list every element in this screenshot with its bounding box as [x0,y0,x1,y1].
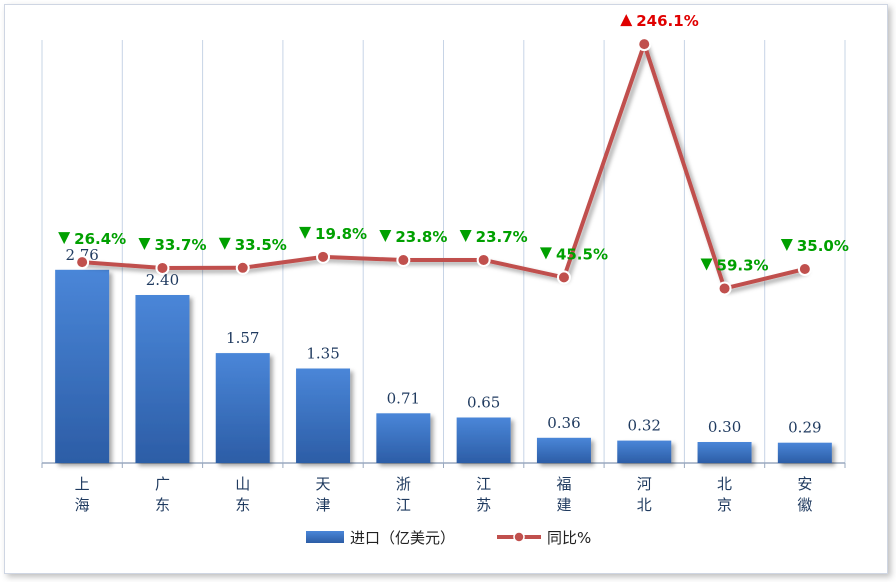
bar[interactable] [536,437,591,463]
category-label: 江 [476,475,491,493]
bar[interactable] [376,413,431,463]
category-label: 徽 [797,496,812,514]
down-triangle-icon [459,229,472,242]
line-data-label: 33.5% [218,236,287,254]
category-label: 安 [797,475,812,493]
line-value-label: 45.5% [556,245,608,263]
line-data-label: 23.7% [459,228,528,246]
bar[interactable] [697,442,752,463]
down-triangle-icon [58,232,71,245]
category-label: 河 [637,475,652,493]
category-label: 天 [316,475,331,493]
line-data-label: 59.3% [700,256,769,274]
bar[interactable] [456,417,511,464]
line-point[interactable] [476,252,491,267]
down-triangle-icon [539,247,552,260]
line-data-label: 19.8% [299,225,367,243]
bar-value-label: 0.71 [387,389,420,407]
category-label: 浙 [396,475,411,493]
bar[interactable] [215,353,270,463]
bar-value-label: 0.36 [547,414,580,432]
down-triangle-icon [780,239,793,251]
line-point[interactable] [316,249,331,264]
down-triangle-icon [379,230,392,243]
category-label: 苏 [476,496,491,514]
line-data-label: 35.0% [780,237,849,255]
category-label: 东 [235,496,250,514]
bar-value-label: 2.76 [65,246,98,264]
down-triangle-icon [700,258,713,271]
bar-value-label: 1.35 [306,345,339,363]
line-point[interactable] [75,255,90,270]
line-value-label: 26.4% [74,230,126,248]
category-label: 广 [155,475,170,493]
legend-line-label: 同比% [547,529,591,547]
down-triangle-icon [138,237,151,250]
line-value-label: 33.7% [154,236,206,254]
bar-value-label: 0.29 [788,419,821,437]
bar-value-label: 0.32 [628,417,661,435]
line-data-label: 33.7% [138,236,206,254]
bar-value-label: 1.57 [226,329,259,347]
line-value-label: 23.7% [476,228,528,246]
line-data-label: 45.5% [539,245,608,263]
line-value-label: 19.8% [315,225,367,243]
bar-value-label: 2.40 [146,271,179,289]
category-label: 津 [316,496,331,514]
category-label: 海 [75,496,90,514]
line-point[interactable] [797,262,812,276]
category-label: 上 [75,475,90,493]
bar[interactable] [135,295,190,463]
bar[interactable] [296,368,351,464]
line-point[interactable] [717,281,732,296]
category-label: 福 [556,475,571,493]
line-point[interactable] [155,260,170,275]
category-label: 北 [717,475,732,493]
line-value-label: 246.1% [636,12,698,30]
bar[interactable] [55,269,110,463]
line-data-label: 246.1% [620,12,699,30]
line-value-label: 35.0% [797,237,849,255]
chart-frame [4,4,888,574]
line-point[interactable] [235,260,250,275]
line-data-label: 26.4% [58,230,126,248]
legend: 进口（亿美元） 同比% [306,529,591,547]
line-point[interactable] [637,37,652,52]
category-label: 京 [717,496,732,514]
series-line [82,42,806,291]
line-value-label: 33.5% [235,236,287,254]
category-label: 建 [556,496,571,514]
bar[interactable] [617,440,672,463]
line-value-label: 59.3% [717,256,769,274]
legend-line-marker [513,531,525,543]
legend-bar-label: 进口（亿美元） [350,529,455,547]
category-label: 北 [637,496,652,514]
bar-value-label: 0.65 [467,394,500,412]
category-label: 江 [396,496,411,514]
line-point[interactable] [396,253,411,268]
category-label: 山 [235,475,250,493]
bar[interactable] [777,442,832,463]
legend-bar-swatch [306,531,344,543]
up-triangle-icon [620,14,633,27]
down-triangle-icon [218,237,231,250]
line-data-label: 23.8% [379,228,447,246]
line-point[interactable] [556,270,571,285]
bar-value-label: 0.30 [708,418,741,436]
line-value-label: 23.8% [395,228,447,246]
category-label: 东 [155,496,170,514]
down-triangle-icon [299,226,312,239]
